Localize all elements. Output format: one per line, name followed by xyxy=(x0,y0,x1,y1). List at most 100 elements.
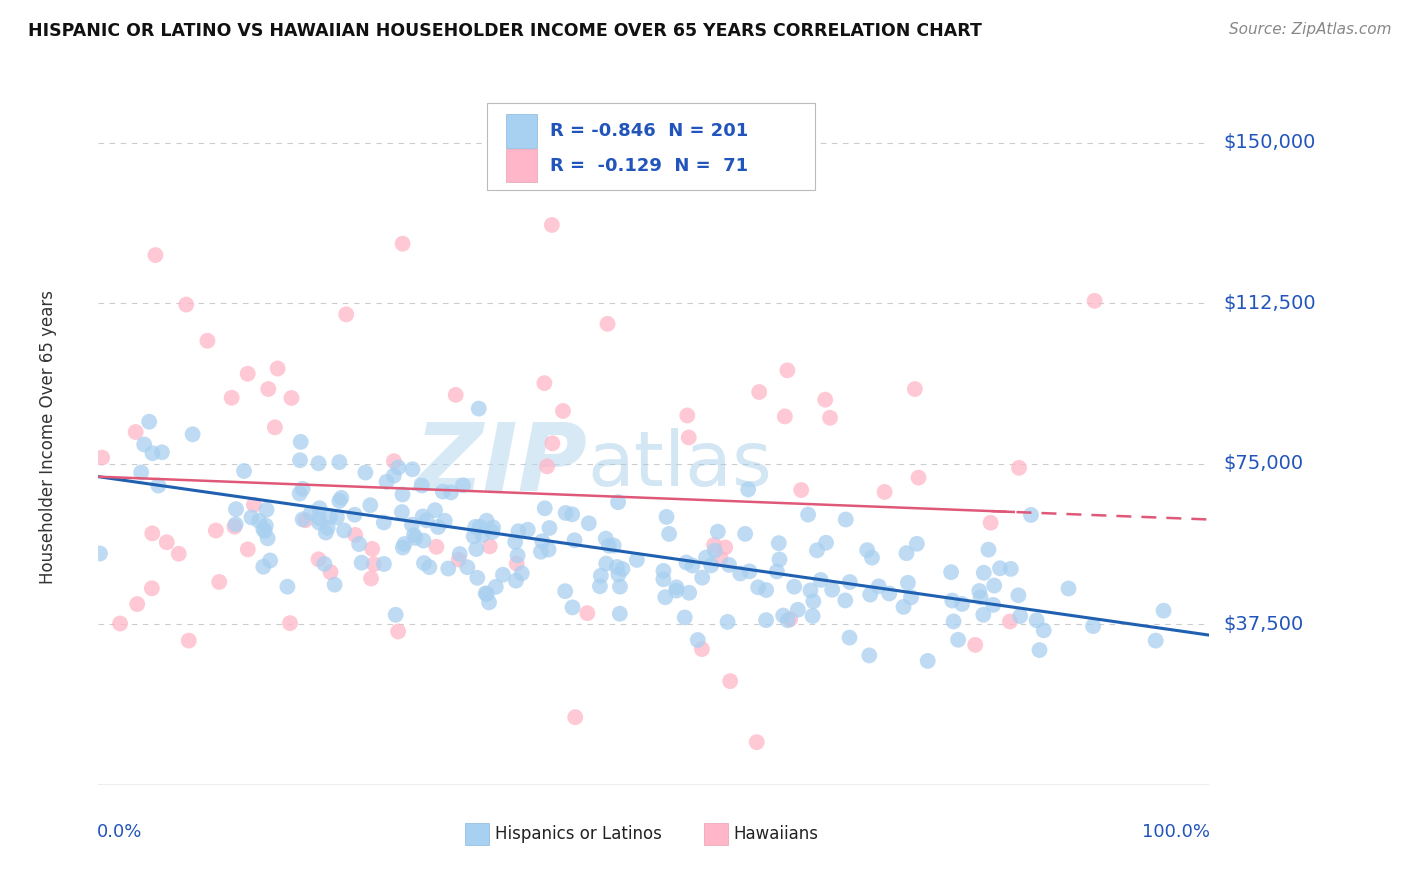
Point xyxy=(755,582,778,597)
Point xyxy=(468,401,491,416)
Text: ZIP: ZIP xyxy=(415,419,588,511)
Point xyxy=(394,537,416,551)
FancyBboxPatch shape xyxy=(506,114,537,148)
Text: HISPANIC OR LATINO VS HAWAIIAN HOUSEHOLDER INCOME OVER 65 YEARS CORRELATION CHAR: HISPANIC OR LATINO VS HAWAIIAN HOUSEHOLD… xyxy=(28,22,981,40)
Point xyxy=(323,577,346,591)
Point xyxy=(451,478,474,492)
Point xyxy=(859,588,882,602)
Point xyxy=(404,531,426,545)
Point xyxy=(156,535,179,549)
Point xyxy=(776,613,799,627)
Point xyxy=(973,566,995,580)
Point xyxy=(965,638,987,652)
Point xyxy=(127,597,149,611)
Point xyxy=(786,603,808,617)
Point xyxy=(363,557,385,571)
Point xyxy=(783,580,806,594)
Point xyxy=(256,502,278,516)
Point xyxy=(124,425,146,439)
Text: $75,000: $75,000 xyxy=(1223,454,1303,474)
Point xyxy=(360,572,382,586)
Point xyxy=(243,498,266,512)
Point xyxy=(508,524,530,539)
Point xyxy=(478,539,501,553)
Point xyxy=(326,510,349,524)
Point xyxy=(1019,508,1042,522)
Point xyxy=(384,607,406,622)
Point xyxy=(252,522,274,536)
Point xyxy=(382,468,405,483)
Point xyxy=(447,552,470,566)
Point xyxy=(482,520,505,534)
Point xyxy=(412,509,434,524)
Point xyxy=(718,558,741,572)
Point xyxy=(308,456,330,470)
Point xyxy=(801,594,824,608)
Text: Hawaiians: Hawaiians xyxy=(734,825,818,843)
Point xyxy=(391,236,413,251)
Point xyxy=(1032,624,1054,638)
Point xyxy=(799,583,821,598)
Point xyxy=(492,567,515,582)
Point xyxy=(988,561,1011,575)
Point xyxy=(361,541,384,556)
Point xyxy=(141,446,163,460)
Point xyxy=(294,513,316,527)
Point xyxy=(254,518,277,533)
Point xyxy=(969,584,991,599)
Point xyxy=(347,537,370,551)
Point xyxy=(678,586,700,600)
Point xyxy=(718,674,741,689)
Point xyxy=(748,384,770,399)
Point xyxy=(533,501,555,516)
Point xyxy=(423,503,446,517)
Point xyxy=(665,580,688,594)
Point xyxy=(900,591,922,605)
Point xyxy=(1153,604,1175,618)
Point xyxy=(330,491,353,505)
Point xyxy=(252,559,274,574)
Point xyxy=(678,430,700,444)
Point xyxy=(463,529,485,543)
Point xyxy=(561,600,583,615)
Point xyxy=(465,542,488,557)
Point xyxy=(475,514,498,528)
Point xyxy=(981,598,1004,612)
Point xyxy=(375,475,398,489)
Point xyxy=(141,526,163,541)
Point xyxy=(814,392,837,407)
Point xyxy=(540,218,562,232)
Text: $150,000: $150,000 xyxy=(1223,133,1316,153)
Point xyxy=(1010,609,1032,624)
Point xyxy=(554,584,576,599)
Point xyxy=(253,524,276,538)
Point xyxy=(344,528,367,542)
Point xyxy=(280,391,302,405)
Point xyxy=(506,549,529,563)
Point xyxy=(710,551,733,566)
Point xyxy=(533,376,555,391)
Point xyxy=(801,609,824,624)
Point xyxy=(259,553,281,567)
Point xyxy=(941,593,963,607)
Point xyxy=(676,409,699,423)
Point xyxy=(607,495,630,509)
Point xyxy=(658,527,681,541)
Point xyxy=(382,454,405,468)
Point xyxy=(433,514,456,528)
FancyBboxPatch shape xyxy=(465,823,489,846)
Point xyxy=(998,615,1021,629)
Text: $37,500: $37,500 xyxy=(1223,615,1303,634)
Point xyxy=(652,572,675,586)
Point xyxy=(537,542,560,557)
Point xyxy=(905,537,928,551)
Point xyxy=(917,654,939,668)
Point xyxy=(316,521,339,535)
Text: Hispanics or Latinos: Hispanics or Latinos xyxy=(495,825,662,843)
Point xyxy=(690,642,713,657)
Point xyxy=(257,382,280,396)
Point xyxy=(503,534,526,549)
Point xyxy=(814,535,837,549)
Point xyxy=(276,580,298,594)
Point xyxy=(686,633,709,648)
